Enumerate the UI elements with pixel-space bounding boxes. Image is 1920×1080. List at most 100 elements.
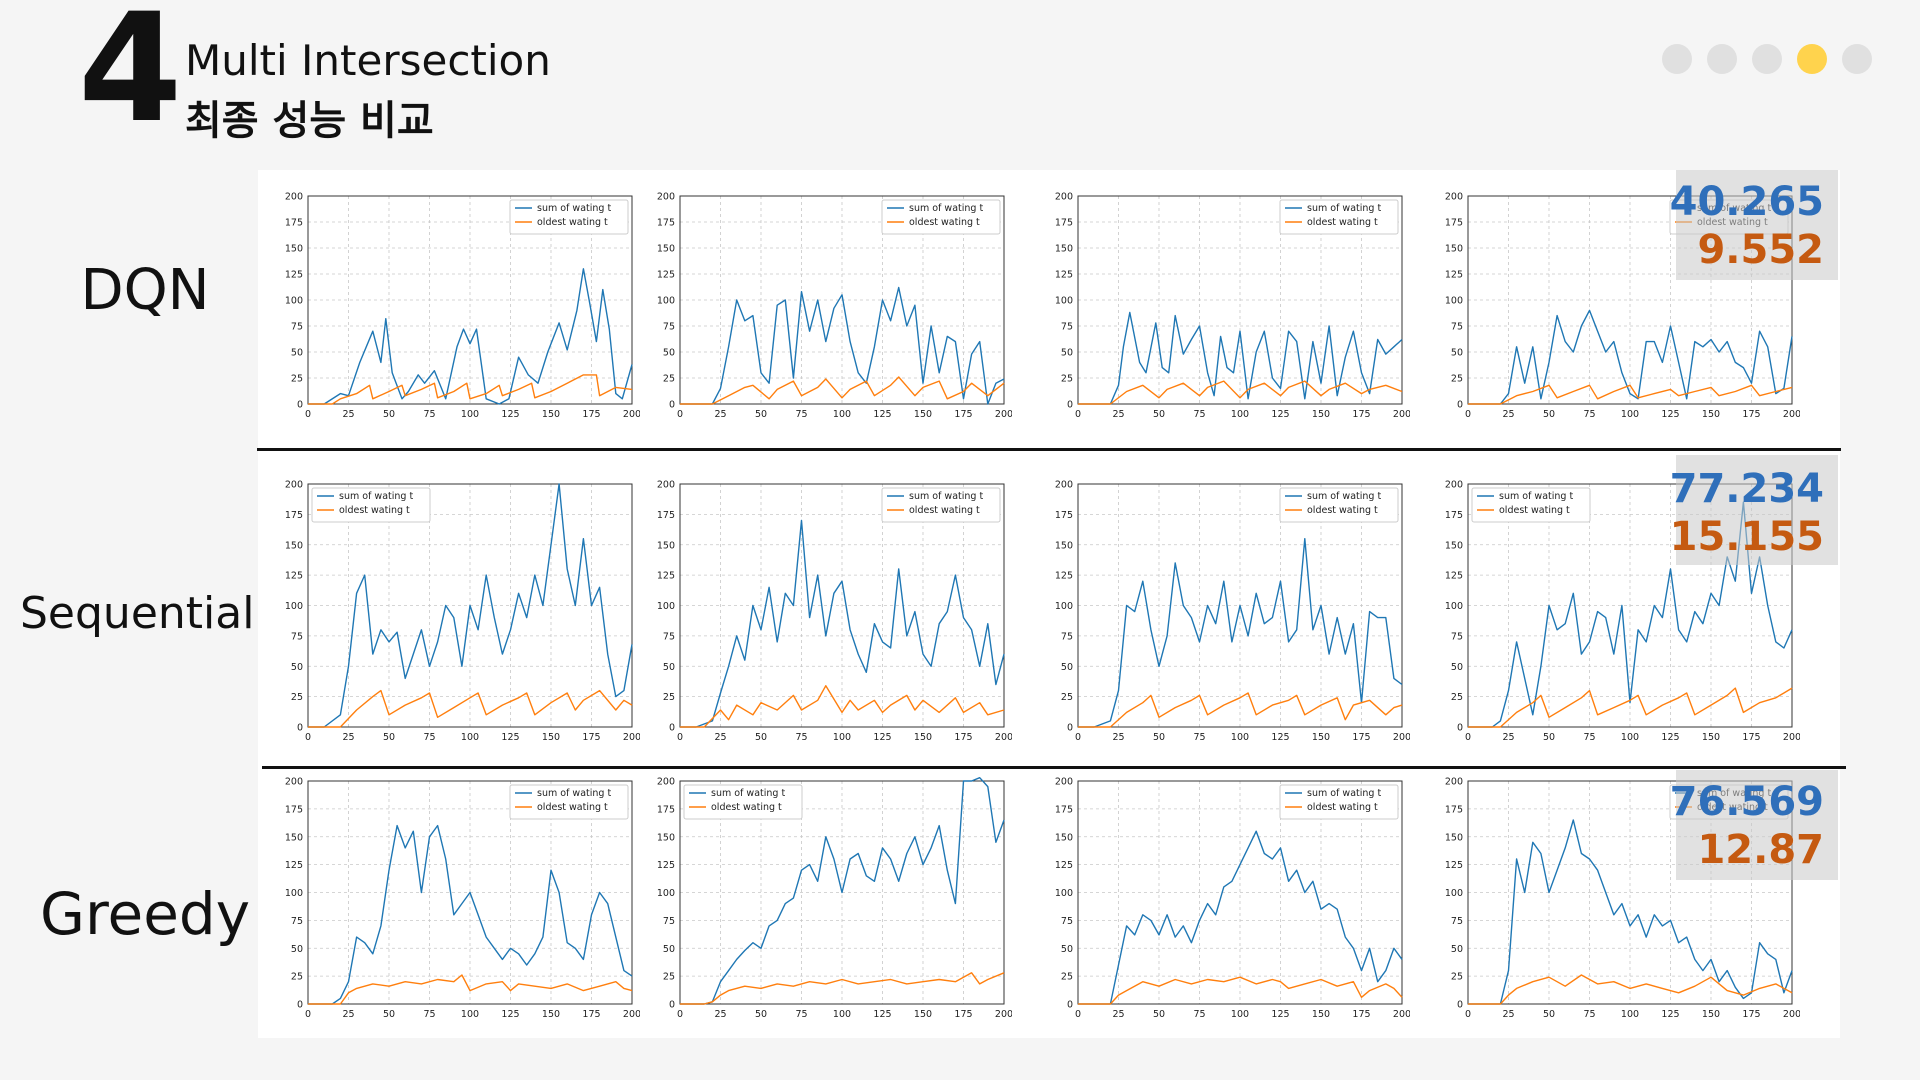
- x-tick-label: 100: [833, 409, 851, 420]
- y-tick-label: 200: [285, 777, 303, 788]
- x-tick-label: 75: [795, 732, 807, 743]
- series-line-sum: [680, 286, 1005, 405]
- legend-label: sum of wating t: [909, 203, 983, 214]
- y-tick-label: 150: [657, 244, 675, 255]
- page-dot-5[interactable]: [1842, 44, 1872, 74]
- series-line-oldest: [680, 972, 1005, 1005]
- y-tick-label: 175: [657, 804, 675, 815]
- y-tick-label: 0: [1067, 723, 1073, 734]
- page-dot-1[interactable]: [1662, 44, 1692, 74]
- plot-frame: [307, 483, 633, 728]
- y-tick-label: 125: [1055, 270, 1073, 281]
- y-tick-label: 25: [1061, 972, 1073, 983]
- y-tick-label: 25: [291, 374, 303, 385]
- x-tick-label: 50: [1543, 1009, 1555, 1020]
- y-tick-label: 75: [1451, 322, 1463, 333]
- pagination-dots[interactable]: [1662, 44, 1872, 74]
- y-tick-label: 75: [1451, 916, 1463, 927]
- x-tick-label: 0: [677, 732, 683, 743]
- x-tick-label: 100: [1621, 732, 1639, 743]
- legend-label: oldest wating t: [711, 802, 782, 813]
- x-tick-label: 150: [1702, 1009, 1720, 1020]
- legend-label: oldest wating t: [537, 802, 608, 813]
- score-oldest-dqn: 9.552: [1697, 227, 1824, 273]
- y-tick-label: 0: [1457, 723, 1463, 734]
- plot-frame: [679, 780, 1005, 1005]
- x-tick-label: 150: [1312, 1009, 1330, 1020]
- y-tick-label: 25: [1451, 972, 1463, 983]
- x-tick-label: 200: [1783, 732, 1800, 743]
- y-tick-label: 150: [1055, 244, 1073, 255]
- page-dot-3[interactable]: [1752, 44, 1782, 74]
- x-tick-label: 0: [305, 409, 311, 420]
- legend-box: [1471, 487, 1591, 523]
- x-tick-label: 125: [873, 409, 891, 420]
- chart-sequential-2: 0 25 50 75 100 125 150 175 200 0 25 50 75 100 125 150 17…: [657, 480, 1012, 744]
- x-tick-label: 200: [623, 1009, 640, 1020]
- x-tick-label: 50: [1543, 409, 1555, 420]
- y-tick-label: 25: [663, 374, 675, 385]
- x-tick-label: 125: [1271, 1009, 1289, 1020]
- legend-label: sum of wating t: [909, 491, 983, 502]
- y-tick-label: 175: [285, 510, 303, 521]
- legend-box: [881, 487, 1001, 523]
- x-tick-label: 150: [1702, 732, 1720, 743]
- x-tick-label: 0: [305, 732, 311, 743]
- x-tick-label: 100: [1231, 1009, 1249, 1020]
- x-tick-label: 75: [1193, 409, 1205, 420]
- score-box-dqn: 40.265 9.552: [1670, 170, 1838, 280]
- y-tick-label: 200: [285, 192, 303, 203]
- page-dot-4-active[interactable]: [1797, 44, 1827, 74]
- x-tick-label: 175: [1352, 409, 1370, 420]
- y-tick-label: 0: [669, 400, 675, 411]
- chart-dqn-1: 0 25 50 75 100 125 150 175 200 0 25 50 75 100 125 150 17…: [285, 192, 640, 421]
- x-tick-label: 75: [795, 409, 807, 420]
- y-tick-label: 50: [1061, 348, 1073, 359]
- plot-frame: [679, 195, 1005, 405]
- chart-greedy-2: 0 25 50 75 100 125 150 175 200 0 25 50 75 100 125 150 17…: [657, 777, 1012, 1021]
- row-separator-1: [257, 448, 1841, 451]
- y-tick-label: 200: [1445, 480, 1463, 491]
- x-tick-label: 0: [1075, 1009, 1081, 1020]
- y-tick-label: 175: [285, 804, 303, 815]
- x-tick-label: 150: [914, 732, 932, 743]
- x-tick-label: 50: [755, 732, 767, 743]
- y-tick-label: 50: [1451, 662, 1463, 673]
- x-tick-label: 75: [423, 1009, 435, 1020]
- plot-frame: [307, 195, 633, 405]
- x-tick-label: 25: [1502, 409, 1514, 420]
- y-tick-label: 175: [1055, 804, 1073, 815]
- x-tick-label: 100: [461, 732, 479, 743]
- x-tick-label: 125: [873, 732, 891, 743]
- y-tick-label: 100: [1055, 601, 1073, 612]
- y-tick-label: 0: [1457, 1000, 1463, 1011]
- x-tick-label: 150: [542, 732, 560, 743]
- y-tick-label: 150: [285, 832, 303, 843]
- x-tick-label: 25: [1502, 732, 1514, 743]
- x-tick-label: 200: [1783, 409, 1800, 420]
- plot-frame: [1467, 780, 1793, 1005]
- y-tick-label: 200: [1055, 480, 1073, 491]
- x-tick-label: 50: [755, 409, 767, 420]
- x-tick-label: 125: [501, 732, 519, 743]
- y-tick-label: 0: [297, 723, 303, 734]
- y-tick-label: 75: [1061, 631, 1073, 642]
- y-tick-label: 200: [1055, 777, 1073, 788]
- legend-label: sum of wating t: [537, 788, 611, 799]
- legend-label: oldest wating t: [909, 505, 980, 516]
- x-tick-label: 0: [1465, 409, 1471, 420]
- x-tick-label: 0: [1075, 409, 1081, 420]
- score-sum-greedy: 76.569: [1669, 779, 1824, 825]
- score-box-greedy: 76.569 12.87: [1670, 770, 1838, 880]
- x-tick-label: 200: [1783, 1009, 1800, 1020]
- x-tick-label: 75: [1583, 409, 1595, 420]
- x-tick-label: 125: [501, 409, 519, 420]
- y-tick-label: 0: [1457, 400, 1463, 411]
- y-tick-label: 25: [663, 692, 675, 703]
- series-line-oldest: [680, 684, 1005, 728]
- x-tick-label: 125: [501, 1009, 519, 1020]
- plot-frame: [1077, 195, 1403, 405]
- y-tick-label: 125: [1445, 270, 1463, 281]
- series-line-oldest: [308, 974, 633, 1005]
- page-dot-2[interactable]: [1707, 44, 1737, 74]
